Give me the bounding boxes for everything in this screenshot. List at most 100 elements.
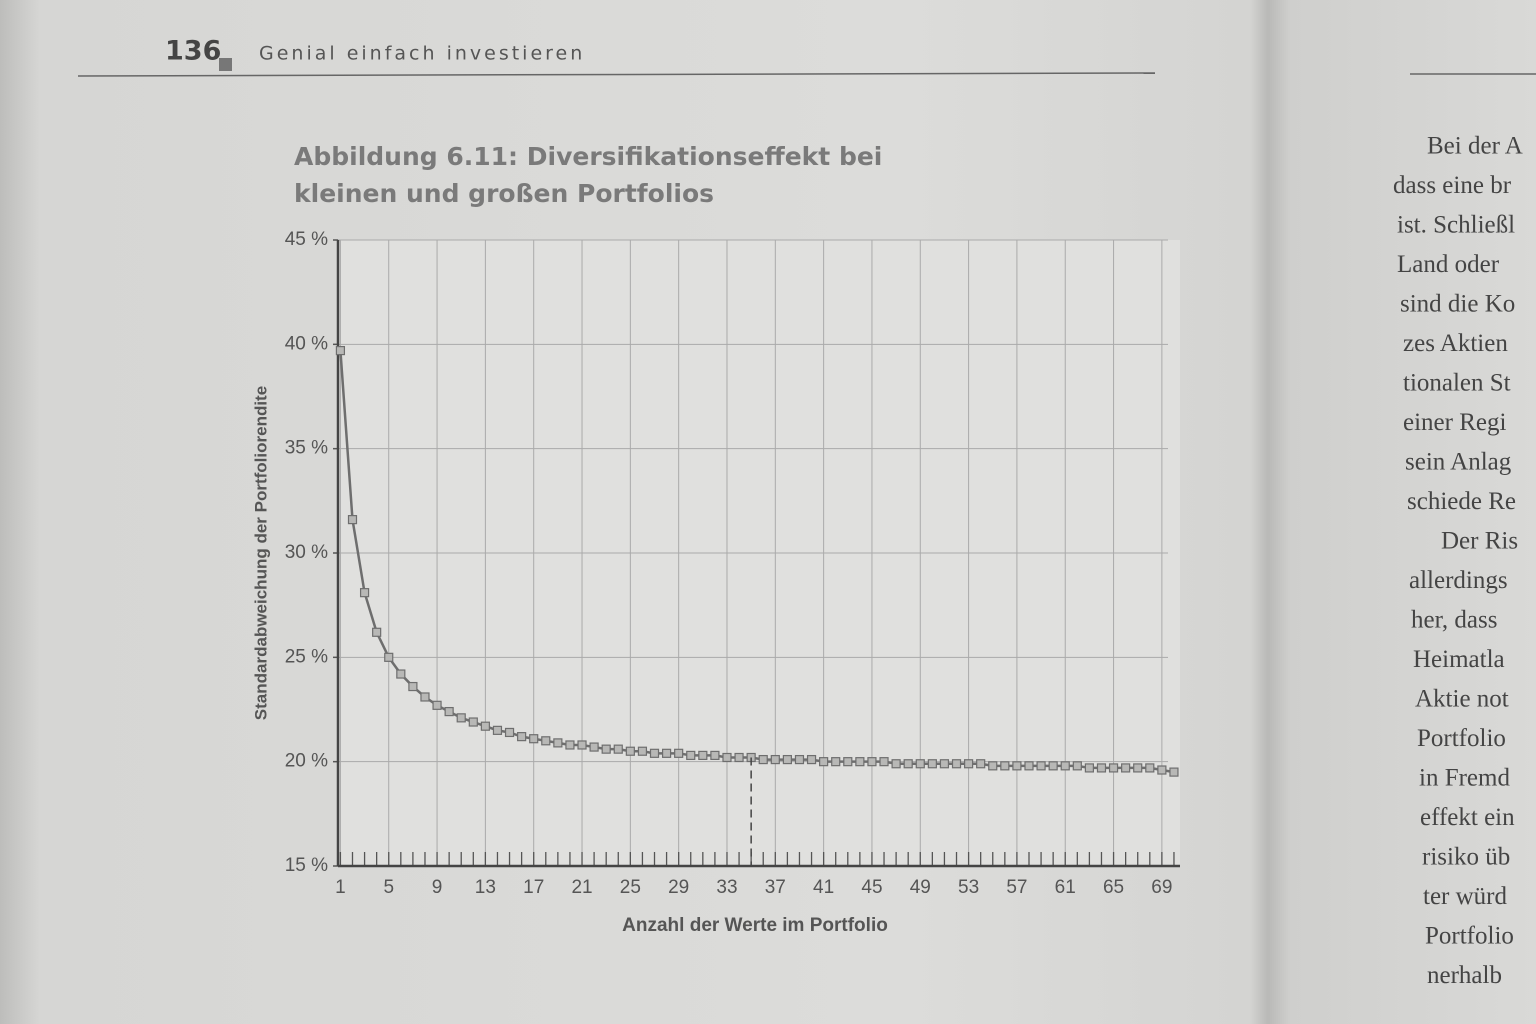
point-marker	[758, 754, 768, 765]
point-marker	[1024, 761, 1034, 771]
x-tick-label: 9	[432, 877, 443, 898]
point-marker	[770, 754, 780, 765]
y-tick-label: 35 %	[285, 438, 328, 459]
body-text-line: Portfolio	[1417, 725, 1506, 752]
body-text-line: allerdings	[1409, 567, 1508, 594]
y-tick-label: 45 %	[285, 229, 328, 250]
point-marker	[831, 757, 841, 767]
y-tick-label: 40 %	[285, 333, 328, 354]
chart-title: Abbildung 6.11: Diversifikationseffekt b…	[294, 142, 883, 208]
point-marker	[649, 748, 660, 758]
point-marker	[951, 759, 962, 769]
running-head: Genial einfach investieren	[259, 43, 585, 65]
x-tick-label: 41	[813, 877, 834, 898]
header-rule	[77, 72, 1156, 77]
header-square	[219, 58, 232, 71]
body-text-line: Portfolio	[1425, 923, 1514, 950]
point-marker	[541, 736, 551, 746]
point-marker	[782, 754, 792, 765]
point-marker	[915, 759, 925, 769]
point-marker	[806, 754, 817, 765]
x-tick-label: 57	[1006, 877, 1027, 898]
point-marker	[722, 752, 732, 763]
y-axis-label: Standardabweichung der Portfoliorendite	[251, 386, 270, 720]
point-marker	[432, 700, 442, 710]
x-tick-label: 65	[1103, 877, 1124, 898]
point-marker	[734, 752, 744, 763]
point-marker	[577, 740, 587, 750]
point-marker	[1169, 767, 1179, 777]
x-tick-label: 5	[383, 877, 394, 898]
body-text-line: Bei der A	[1427, 133, 1523, 160]
point-marker	[674, 748, 684, 758]
point-marker	[794, 754, 805, 765]
x-tick-label: 25	[620, 877, 641, 898]
point-marker	[710, 750, 720, 761]
point-marker	[396, 669, 406, 679]
body-text-line: sein Anlag	[1405, 449, 1512, 476]
point-marker	[1084, 763, 1094, 773]
point-marker	[517, 732, 527, 742]
point-marker	[553, 738, 563, 748]
x-tick-label: 1	[335, 877, 346, 898]
x-tick-label: 37	[765, 877, 786, 898]
point-marker	[1157, 765, 1167, 775]
point-marker	[1096, 763, 1107, 773]
body-text-line: ter würd	[1423, 883, 1507, 910]
body-text-line: Heimatla	[1413, 646, 1505, 673]
point-marker	[927, 759, 937, 769]
point-marker	[1048, 761, 1058, 771]
body-text-line: sind die Ko	[1400, 291, 1515, 318]
point-marker	[1145, 763, 1155, 773]
y-tick-label: 30 %	[285, 542, 328, 563]
point-marker	[988, 761, 998, 771]
y-tick-label: 25 %	[285, 646, 328, 667]
point-marker	[347, 515, 358, 525]
body-text-line: risiko üb	[1422, 844, 1510, 871]
point-marker	[1000, 761, 1010, 771]
body-text-line: nerhalb	[1427, 962, 1502, 989]
point-marker	[565, 740, 575, 750]
x-tick-label: 13	[475, 877, 496, 898]
point-marker	[963, 759, 974, 769]
body-text-line: zes Aktien	[1403, 330, 1508, 357]
point-marker	[480, 721, 490, 731]
body-text-line: einer Regi	[1403, 409, 1506, 436]
point-marker	[867, 757, 877, 767]
point-marker	[529, 734, 539, 744]
x-tick-label: 45	[861, 877, 882, 898]
point-marker	[686, 750, 696, 761]
point-marker	[384, 652, 394, 662]
point-marker	[372, 627, 382, 637]
point-marker	[855, 757, 865, 767]
point-marker	[335, 345, 346, 356]
x-tick-label: 69	[1151, 877, 1172, 898]
x-tick-label: 21	[571, 877, 592, 898]
body-text-line: effekt ein	[1420, 804, 1515, 831]
point-marker	[843, 757, 853, 767]
point-marker	[1072, 761, 1082, 771]
y-tick-label: 20 %	[285, 751, 328, 772]
body-text-line: Aktie not	[1415, 686, 1509, 713]
point-marker	[420, 692, 430, 702]
point-marker	[819, 757, 829, 767]
point-marker	[1012, 761, 1022, 771]
point-marker	[492, 725, 503, 735]
point-marker	[504, 727, 515, 738]
point-marker	[879, 757, 889, 767]
series-line	[339, 350, 1175, 774]
x-tick-label: 49	[910, 877, 931, 898]
point-marker	[359, 588, 370, 598]
body-text-line: Der Ris	[1441, 528, 1518, 555]
body-text-line: schiede Re	[1407, 488, 1516, 515]
point-marker	[903, 759, 913, 769]
point-marker	[613, 744, 623, 754]
x-tick-label: 17	[523, 877, 544, 898]
point-marker	[661, 748, 672, 758]
x-tick-label: 53	[958, 877, 979, 898]
point-marker	[939, 759, 950, 769]
point-marker	[444, 706, 454, 717]
page-number: 136	[165, 36, 221, 67]
